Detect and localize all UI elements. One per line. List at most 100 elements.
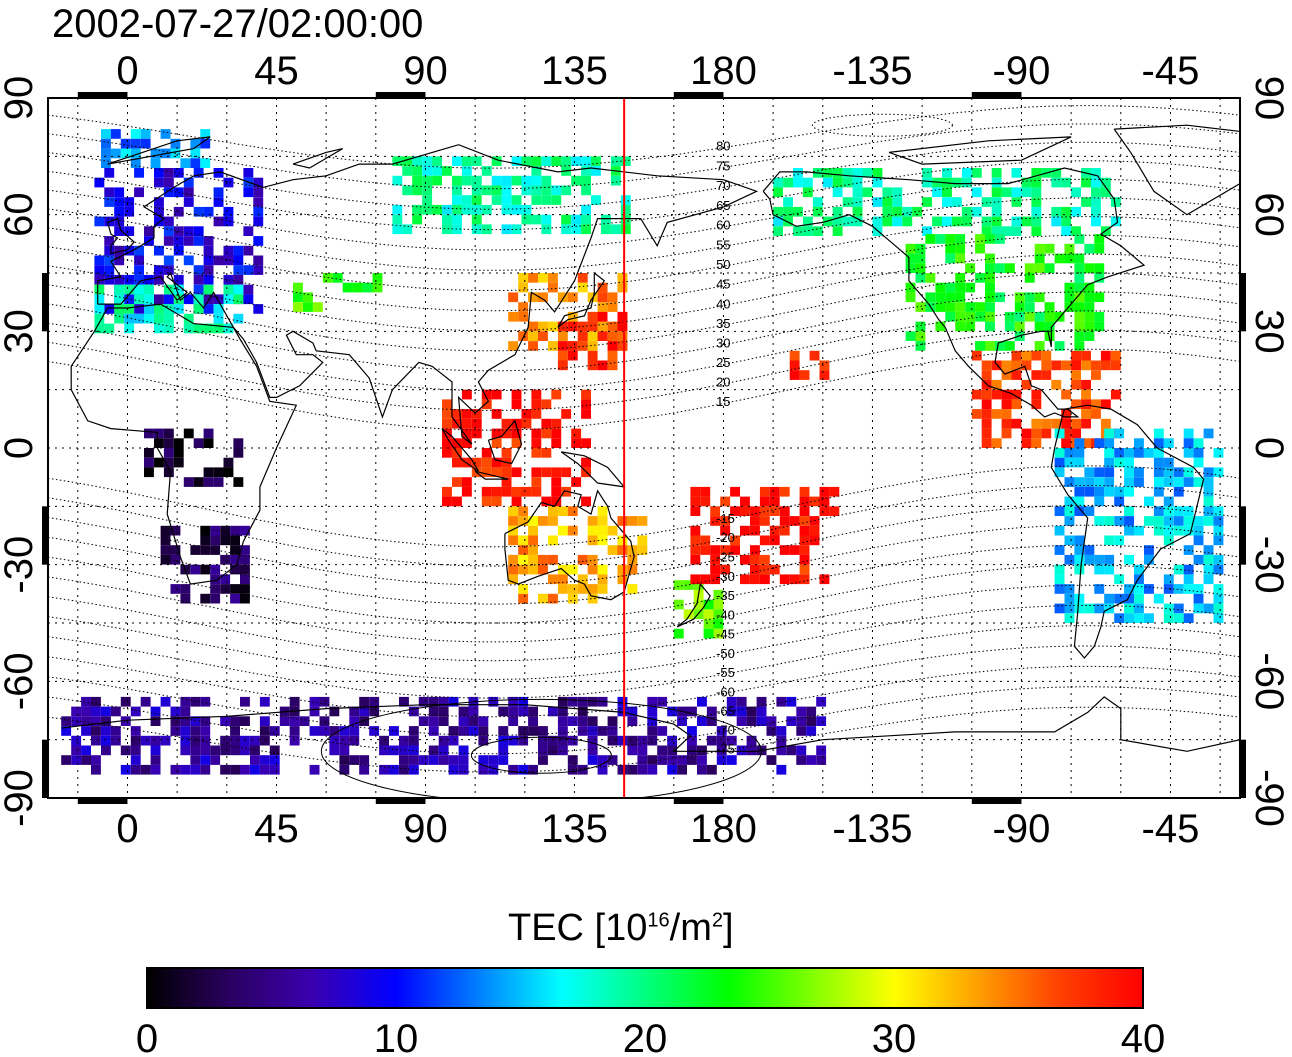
longitude-axis-top: 0 45 90 135 180 -135 -90 -45	[116, 49, 1199, 93]
tec-cell	[1064, 613, 1075, 623]
tec-cell	[1100, 360, 1111, 371]
tec-cell	[1001, 187, 1012, 198]
tec-cell	[985, 292, 995, 303]
tec-cell	[647, 735, 658, 746]
tec-cell	[200, 158, 211, 168]
tec-cell	[637, 516, 648, 526]
tec-cell	[667, 745, 678, 756]
tec-cell	[173, 274, 184, 285]
frame-bar	[77, 92, 128, 98]
tec-cell	[581, 496, 591, 507]
tec-cell	[1034, 263, 1045, 273]
tec-cell	[124, 245, 135, 256]
tec-cell	[683, 580, 694, 590]
tec-cell	[130, 129, 141, 139]
tec-cell	[399, 755, 409, 765]
tec-cell	[789, 574, 800, 585]
tec-cell	[1203, 477, 1214, 487]
tec-cell	[491, 175, 502, 186]
tec-cell	[94, 294, 105, 305]
tec-cell	[1134, 574, 1144, 585]
tec-cell	[587, 360, 598, 371]
tec-cell	[1153, 448, 1164, 458]
tec-cell	[548, 282, 558, 293]
tec-cell	[481, 399, 492, 410]
tec-cell	[965, 282, 976, 293]
tec-cell	[154, 265, 164, 275]
tec-cell	[617, 516, 628, 526]
tec-cell	[183, 477, 194, 487]
tec-cell	[240, 584, 250, 594]
tec-cell	[955, 253, 966, 264]
tec-cell	[812, 206, 823, 217]
tec-cell	[806, 726, 817, 736]
tec-cell	[1153, 428, 1164, 439]
tec-cell	[442, 204, 452, 215]
tec-cell	[1173, 525, 1184, 536]
tec-cell	[422, 195, 433, 205]
tec-cell	[935, 321, 946, 332]
tec-cell	[481, 389, 492, 400]
tec-cell	[114, 216, 125, 227]
colorbar-tick-label: 10	[374, 1017, 419, 1057]
tec-cell	[154, 438, 164, 448]
tec-cell	[759, 486, 770, 497]
tec-cell	[557, 735, 568, 746]
tec-cell	[690, 506, 701, 516]
tec-cell	[799, 545, 810, 555]
tec-cell	[1134, 613, 1144, 623]
tec-cell	[1074, 438, 1085, 448]
tec-cell	[1183, 438, 1194, 448]
tec-cell	[253, 187, 264, 198]
tec-cell	[1054, 564, 1065, 575]
tec-cell	[1071, 187, 1081, 198]
tec-cell	[1061, 177, 1072, 188]
tec-cell	[548, 706, 558, 717]
tec-cell	[150, 706, 161, 717]
tec-cell	[501, 195, 512, 205]
tec-cell	[1163, 584, 1174, 594]
tec-cell	[154, 177, 164, 188]
tec-cell	[538, 554, 548, 565]
tec-cell	[541, 467, 552, 478]
tec-cell	[61, 755, 72, 765]
tec-cell	[531, 467, 542, 478]
tec-cell	[1144, 448, 1154, 458]
tec-cell	[1081, 399, 1091, 410]
tec-cell	[617, 311, 628, 322]
tec-cell	[793, 206, 803, 217]
tec-cell	[518, 516, 529, 526]
lat-tick-label-left: 90	[0, 76, 41, 121]
tec-cell	[163, 177, 174, 188]
frame-bar	[1240, 273, 1246, 332]
tec-cell	[438, 706, 449, 717]
frame-bar	[42, 739, 48, 798]
tec-cell	[1183, 477, 1194, 487]
tec-cell	[607, 331, 618, 341]
tec-cell	[750, 554, 760, 565]
tec-cell	[713, 599, 724, 610]
tec-cell	[359, 764, 370, 775]
tec-cell	[1084, 243, 1095, 254]
tec-cell	[170, 525, 181, 536]
tec-cell	[793, 168, 803, 178]
tec-cell	[203, 467, 214, 478]
tec-cell	[359, 755, 370, 765]
tec-cell	[915, 273, 926, 283]
tec-cell	[428, 696, 439, 707]
tec-cell	[703, 619, 714, 629]
tec-cell	[802, 177, 813, 188]
tec-cell	[1031, 197, 1042, 207]
tec-cell	[259, 755, 270, 765]
tec-cell	[740, 496, 750, 507]
tec-cell	[607, 545, 618, 555]
tec-cell	[180, 745, 191, 756]
tec-cell	[130, 745, 141, 756]
tec-cell	[478, 755, 489, 765]
tec-cell	[183, 236, 194, 246]
tec-cell	[1163, 574, 1174, 585]
tec-cell	[1100, 177, 1111, 188]
tec-cell	[783, 197, 793, 207]
tec-cell	[746, 706, 757, 717]
tec-cell	[1011, 197, 1022, 207]
